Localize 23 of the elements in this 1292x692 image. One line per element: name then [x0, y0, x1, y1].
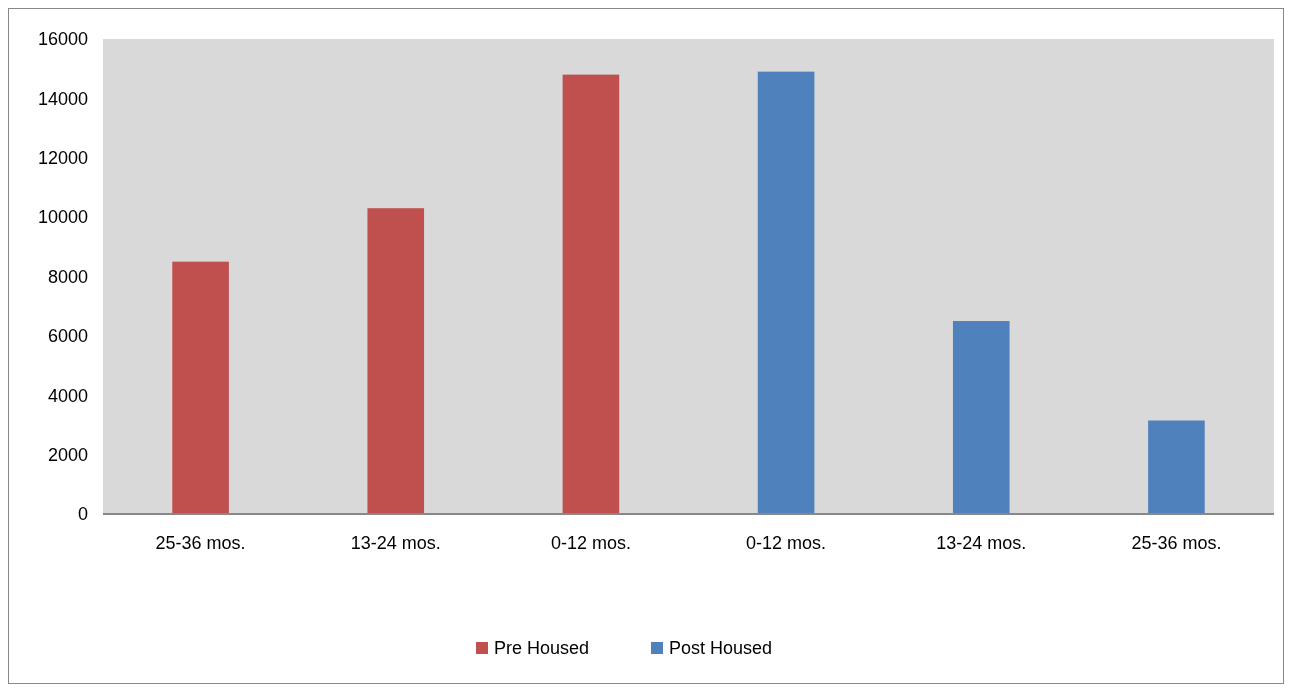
y-tick-label: 2000: [47, 444, 88, 465]
y-tick-label: 4000: [47, 385, 88, 406]
legend-label: Post Housed: [669, 638, 773, 658]
bar: [562, 74, 620, 514]
x-tick-label: 0-12 mos.: [746, 533, 827, 553]
x-tick-label: 13-24 mos.: [350, 533, 441, 553]
legend-label: Pre Housed: [494, 638, 590, 658]
x-tick-label: 25-36 mos.: [155, 533, 246, 553]
bar: [952, 321, 1010, 514]
y-tick-label: 14000: [37, 88, 88, 109]
y-tick-label: 12000: [37, 148, 88, 169]
bar: [172, 261, 229, 514]
bar: [367, 208, 425, 514]
bar: [1148, 420, 1205, 514]
x-tick-label: 13-24 mos.: [936, 533, 1027, 553]
bar: [757, 71, 815, 514]
y-tick-label: 16000: [37, 29, 88, 50]
y-tick-label: 6000: [47, 326, 88, 347]
x-tick-label: 0-12 mos.: [550, 533, 631, 553]
x-tick-label: 25-36 mos.: [1131, 533, 1222, 553]
y-tick-label: 0: [77, 504, 88, 525]
y-tick-label: 8000: [47, 266, 88, 287]
y-tick-label: 10000: [37, 207, 88, 228]
